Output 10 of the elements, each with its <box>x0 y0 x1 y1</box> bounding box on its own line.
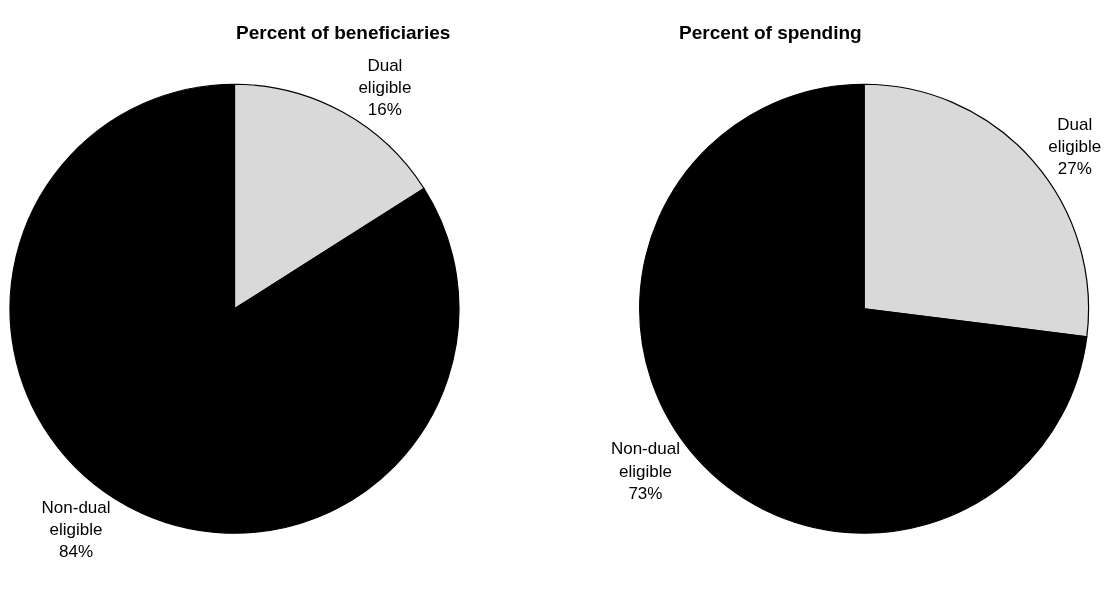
slice-label: Non-dual eligible <box>610 439 680 481</box>
slice-label: Dual eligible <box>358 56 412 98</box>
data-label: 84% <box>59 542 94 562</box>
data-label: 27% <box>1057 159 1092 179</box>
chart-title: Percent of spending <box>679 22 862 43</box>
slice-label: Non-dual eligible <box>41 498 111 540</box>
chart-title: Percent of beneficiaries <box>236 22 451 43</box>
data-label: 16% <box>367 100 402 120</box>
slice-label: Dual eligible <box>1048 114 1102 156</box>
data-label: 73% <box>628 483 663 503</box>
